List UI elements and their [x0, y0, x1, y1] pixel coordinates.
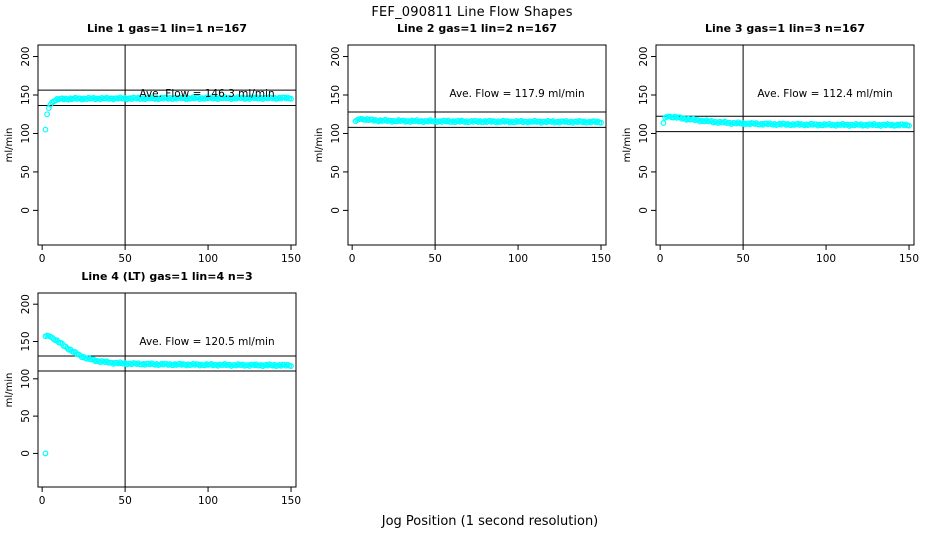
x-tick-label: 150	[899, 253, 919, 265]
x-tick-label: 100	[198, 495, 218, 507]
y-tick-label: 50	[330, 165, 342, 178]
y-tick-label: 150	[330, 85, 342, 105]
panel-line-1: 0 50 100 150 0 50 100 150 200 ml/min Line 1 gas=1…	[0, 20, 312, 270]
x-tick-label: 0	[349, 253, 356, 265]
panel-line-1-ave-flow-annotation: Ave. Flow = 146.3 ml/min	[139, 88, 275, 100]
x-tick-label: 150	[281, 253, 301, 265]
y-tick-label: 100	[20, 369, 32, 389]
plot-border	[655, 44, 915, 246]
y-tick-label: 50	[638, 165, 650, 178]
y-tick-label: 0	[638, 207, 650, 214]
x-axis-label: Jog Position (1 second resolution)	[381, 514, 599, 529]
x-tick-label: 0	[657, 253, 664, 265]
y-tick-label: 0	[20, 450, 32, 457]
y-tick-label: 100	[638, 123, 650, 143]
y-tick-label: 150	[20, 331, 32, 351]
plot-border	[37, 292, 297, 488]
panel-line-4: 0 50 100 150 0 50 100 150 200 ml/min Line 4 (LT) …	[0, 268, 312, 518]
panel-line-4-plot-svg: 0 50 100 150 0 50 100 150 200 ml/min	[4, 292, 301, 507]
panel-line-2-title: Line 2 gas=1 lin=2 n=167	[396, 22, 557, 35]
panel-line-2-plot-svg: 0 50 100 150 0 50 100 150 200 ml/min	[314, 44, 611, 265]
panel-line-2: 0 50 100 150 0 50 100 150 200 ml/min Line 2 gas=1…	[310, 20, 622, 270]
y-tick-label: 150	[20, 85, 32, 105]
panel-line-4-ave-flow-annotation: Ave. Flow = 120.5 ml/min	[139, 336, 275, 348]
panel-line-1-title: Line 1 gas=1 lin=1 n=167	[86, 22, 247, 35]
panel-line-3-ave-flow-annotation: Ave. Flow = 112.4 ml/min	[757, 88, 893, 100]
x-tick-label: 100	[816, 253, 836, 265]
y-tick-label: 200	[20, 294, 32, 314]
y-axis-label: ml/min	[4, 373, 15, 408]
x-tick-label: 150	[591, 253, 611, 265]
outlier-point	[660, 120, 667, 126]
panel-line-3-title: Line 3 gas=1 lin=3 n=167	[704, 22, 865, 35]
x-tick-label: 50	[118, 495, 131, 507]
panel-line-2-ave-flow-annotation: Ave. Flow = 117.9 ml/min	[449, 88, 585, 100]
flow-points	[42, 94, 294, 133]
x-tick-label: 50	[736, 253, 749, 265]
panel-line-1-plot-svg: 0 50 100 150 0 50 100 150 200 ml/min	[4, 44, 301, 265]
x-tick-label: 0	[39, 495, 46, 507]
figure-title: FEF_090811 Line Flow Shapes	[371, 5, 573, 20]
flow-points	[42, 332, 294, 457]
y-tick-label: 200	[330, 47, 342, 67]
y-tick-label: 200	[20, 47, 32, 67]
y-axis-label: ml/min	[622, 128, 633, 163]
y-tick-label: 50	[20, 409, 32, 422]
plot-border	[37, 44, 297, 246]
flow-points	[660, 113, 912, 129]
y-tick-label: 0	[330, 207, 342, 214]
y-axis-label: ml/min	[314, 128, 325, 163]
x-tick-label: 50	[118, 253, 131, 265]
y-tick-label: 50	[20, 165, 32, 178]
y-tick-label: 100	[20, 123, 32, 143]
panel-line-3: 0 50 100 150 0 50 100 150 200 ml/min Line 3 gas=1…	[618, 20, 930, 270]
panel-line-4-title: Line 4 (LT) gas=1 lin=4 n=3	[81, 270, 253, 283]
x-tick-label: 50	[428, 253, 441, 265]
x-tick-label: 150	[281, 495, 301, 507]
y-tick-label: 150	[638, 85, 650, 105]
y-tick-label: 200	[638, 47, 650, 67]
panel-line-3-plot-svg: 0 50 100 150 0 50 100 150 200 ml/min	[622, 44, 919, 265]
x-tick-label: 100	[508, 253, 528, 265]
x-tick-label: 0	[39, 253, 46, 265]
y-tick-label: 0	[20, 207, 32, 214]
y-tick-label: 100	[330, 123, 342, 143]
flow-points	[352, 115, 604, 126]
plot-border	[347, 44, 607, 246]
outlier-point	[42, 450, 49, 457]
y-axis-label: ml/min	[4, 128, 15, 163]
x-tick-label: 100	[198, 253, 218, 265]
